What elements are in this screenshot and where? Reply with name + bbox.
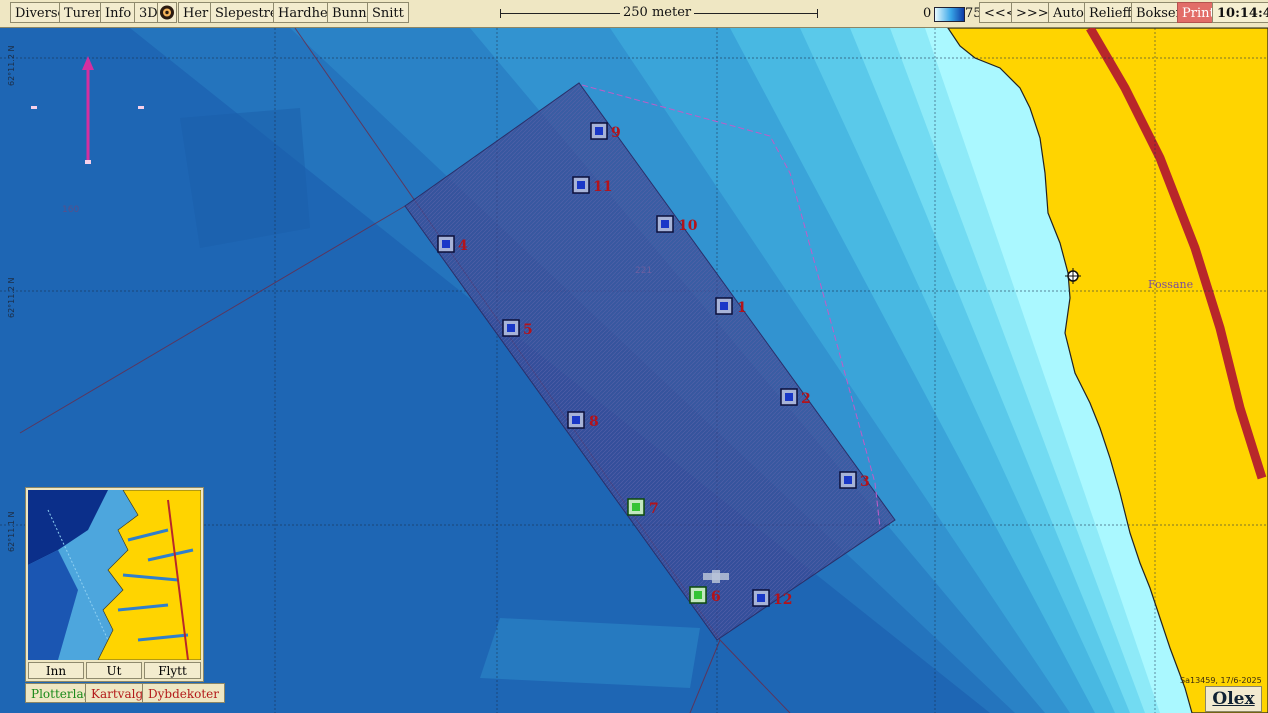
bokser-button[interactable]: Bokser (1131, 2, 1187, 23)
place-marker-icon[interactable] (1065, 268, 1081, 284)
vessel-marker-icon[interactable] (703, 570, 729, 583)
scale-label: 250 meter (620, 5, 695, 21)
olex-logo[interactable]: Olex (1205, 686, 1262, 712)
depth-label: 160 (62, 205, 79, 215)
relieff-button[interactable]: Relieff (1084, 2, 1137, 23)
waypoint-6[interactable]: 6 (689, 586, 721, 605)
boundary-dashed-line (581, 84, 881, 529)
waypoint-10[interactable]: 10 (656, 215, 698, 234)
latitude-label: 62°11.2 N (7, 45, 16, 86)
waypoint-9[interactable]: 9 (590, 122, 621, 141)
bunn-button[interactable]: Bunn (327, 2, 372, 23)
waypoint-2[interactable]: 2 (780, 388, 811, 407)
clock: 10:14:41 (1212, 2, 1268, 23)
waypoint-label: 1 (737, 300, 747, 316)
waypoint-1[interactable]: 1 (715, 297, 747, 316)
land-area (947, 28, 1268, 713)
waypoint-label: 10 (678, 218, 698, 234)
waypoint-label: 12 (773, 592, 792, 608)
kartvalg-button[interactable]: Kartvalg (85, 683, 150, 703)
map-canvas[interactable]: 160 221 62°11.2 N 62°11.2 N 62°11.1 N Fo… (0, 28, 1268, 713)
waypoint-label: 4 (458, 238, 468, 254)
road (1086, 28, 1267, 480)
waypoint-5[interactable]: 5 (502, 319, 533, 338)
depth-min-label: 0 (923, 6, 932, 21)
north-arrow-icon (31, 56, 144, 164)
depth-color-bar (934, 7, 965, 22)
auto-button[interactable]: Auto (1048, 2, 1089, 23)
compass-icon (160, 5, 174, 20)
waypoint-7[interactable]: 7 (627, 498, 659, 517)
minimap-thumbnail[interactable] (28, 490, 201, 660)
forward-button[interactable]: >>> (1011, 2, 1054, 23)
overview-minimap[interactable]: Inn Ut Flytt (25, 487, 204, 682)
waypoint-label: 2 (801, 391, 811, 407)
turer-button[interactable]: Turer (59, 2, 107, 23)
latitude-label: 62°11.1 N (7, 511, 16, 552)
3d-button[interactable]: 3D (134, 2, 163, 23)
chart-map[interactable]: 160 221 62°11.2 N 62°11.2 N 62°11.1 N Fo… (0, 28, 1268, 713)
waypoint-label: 11 (593, 179, 612, 195)
hardhet-button[interactable]: Hardhet (273, 2, 338, 23)
slepestrek-button[interactable]: Slepestrek (210, 2, 291, 23)
waypoint-12[interactable]: 12 (752, 589, 792, 608)
dybdekoter-button[interactable]: Dybdekoter (142, 683, 226, 703)
scale-bar: 250 meter (500, 5, 818, 21)
diverse-button[interactable]: Diverse (10, 2, 71, 23)
snitt-button[interactable]: Snitt (367, 2, 409, 23)
latitude-label: 62°11.2 N (7, 277, 16, 318)
place-name-label: Fossane (1148, 278, 1193, 291)
zoom-in-button[interactable]: Inn (28, 662, 84, 679)
zoom-out-button[interactable]: Ut (86, 662, 142, 679)
waypoint-label: 6 (711, 589, 721, 605)
print-button[interactable]: Print (1177, 2, 1220, 23)
version-stamp: Sa13459, 17/6-2025 (1180, 676, 1262, 685)
waypoint-label: 5 (523, 322, 533, 338)
move-button[interactable]: Flytt (144, 662, 201, 679)
compass-toggle-button[interactable] (157, 2, 177, 23)
waypoint-label: 9 (611, 125, 621, 141)
waypoint-11[interactable]: 11 (572, 176, 612, 195)
waypoint-label: 3 (860, 474, 870, 490)
waypoint-label: 7 (649, 501, 659, 517)
depth-label: 221 (635, 266, 652, 276)
waypoint-8[interactable]: 8 (567, 411, 599, 430)
top-toolbar: Diverse Turer Info 3D Her Slepestrek Har… (0, 0, 1268, 28)
waypoint-label: 8 (589, 414, 599, 430)
her-button[interactable]: Her (178, 2, 214, 23)
waypoint-4[interactable]: 4 (437, 235, 468, 254)
info-button[interactable]: Info (100, 2, 137, 23)
survey-zone[interactable] (404, 82, 896, 641)
waypoint-3[interactable]: 3 (839, 471, 870, 490)
